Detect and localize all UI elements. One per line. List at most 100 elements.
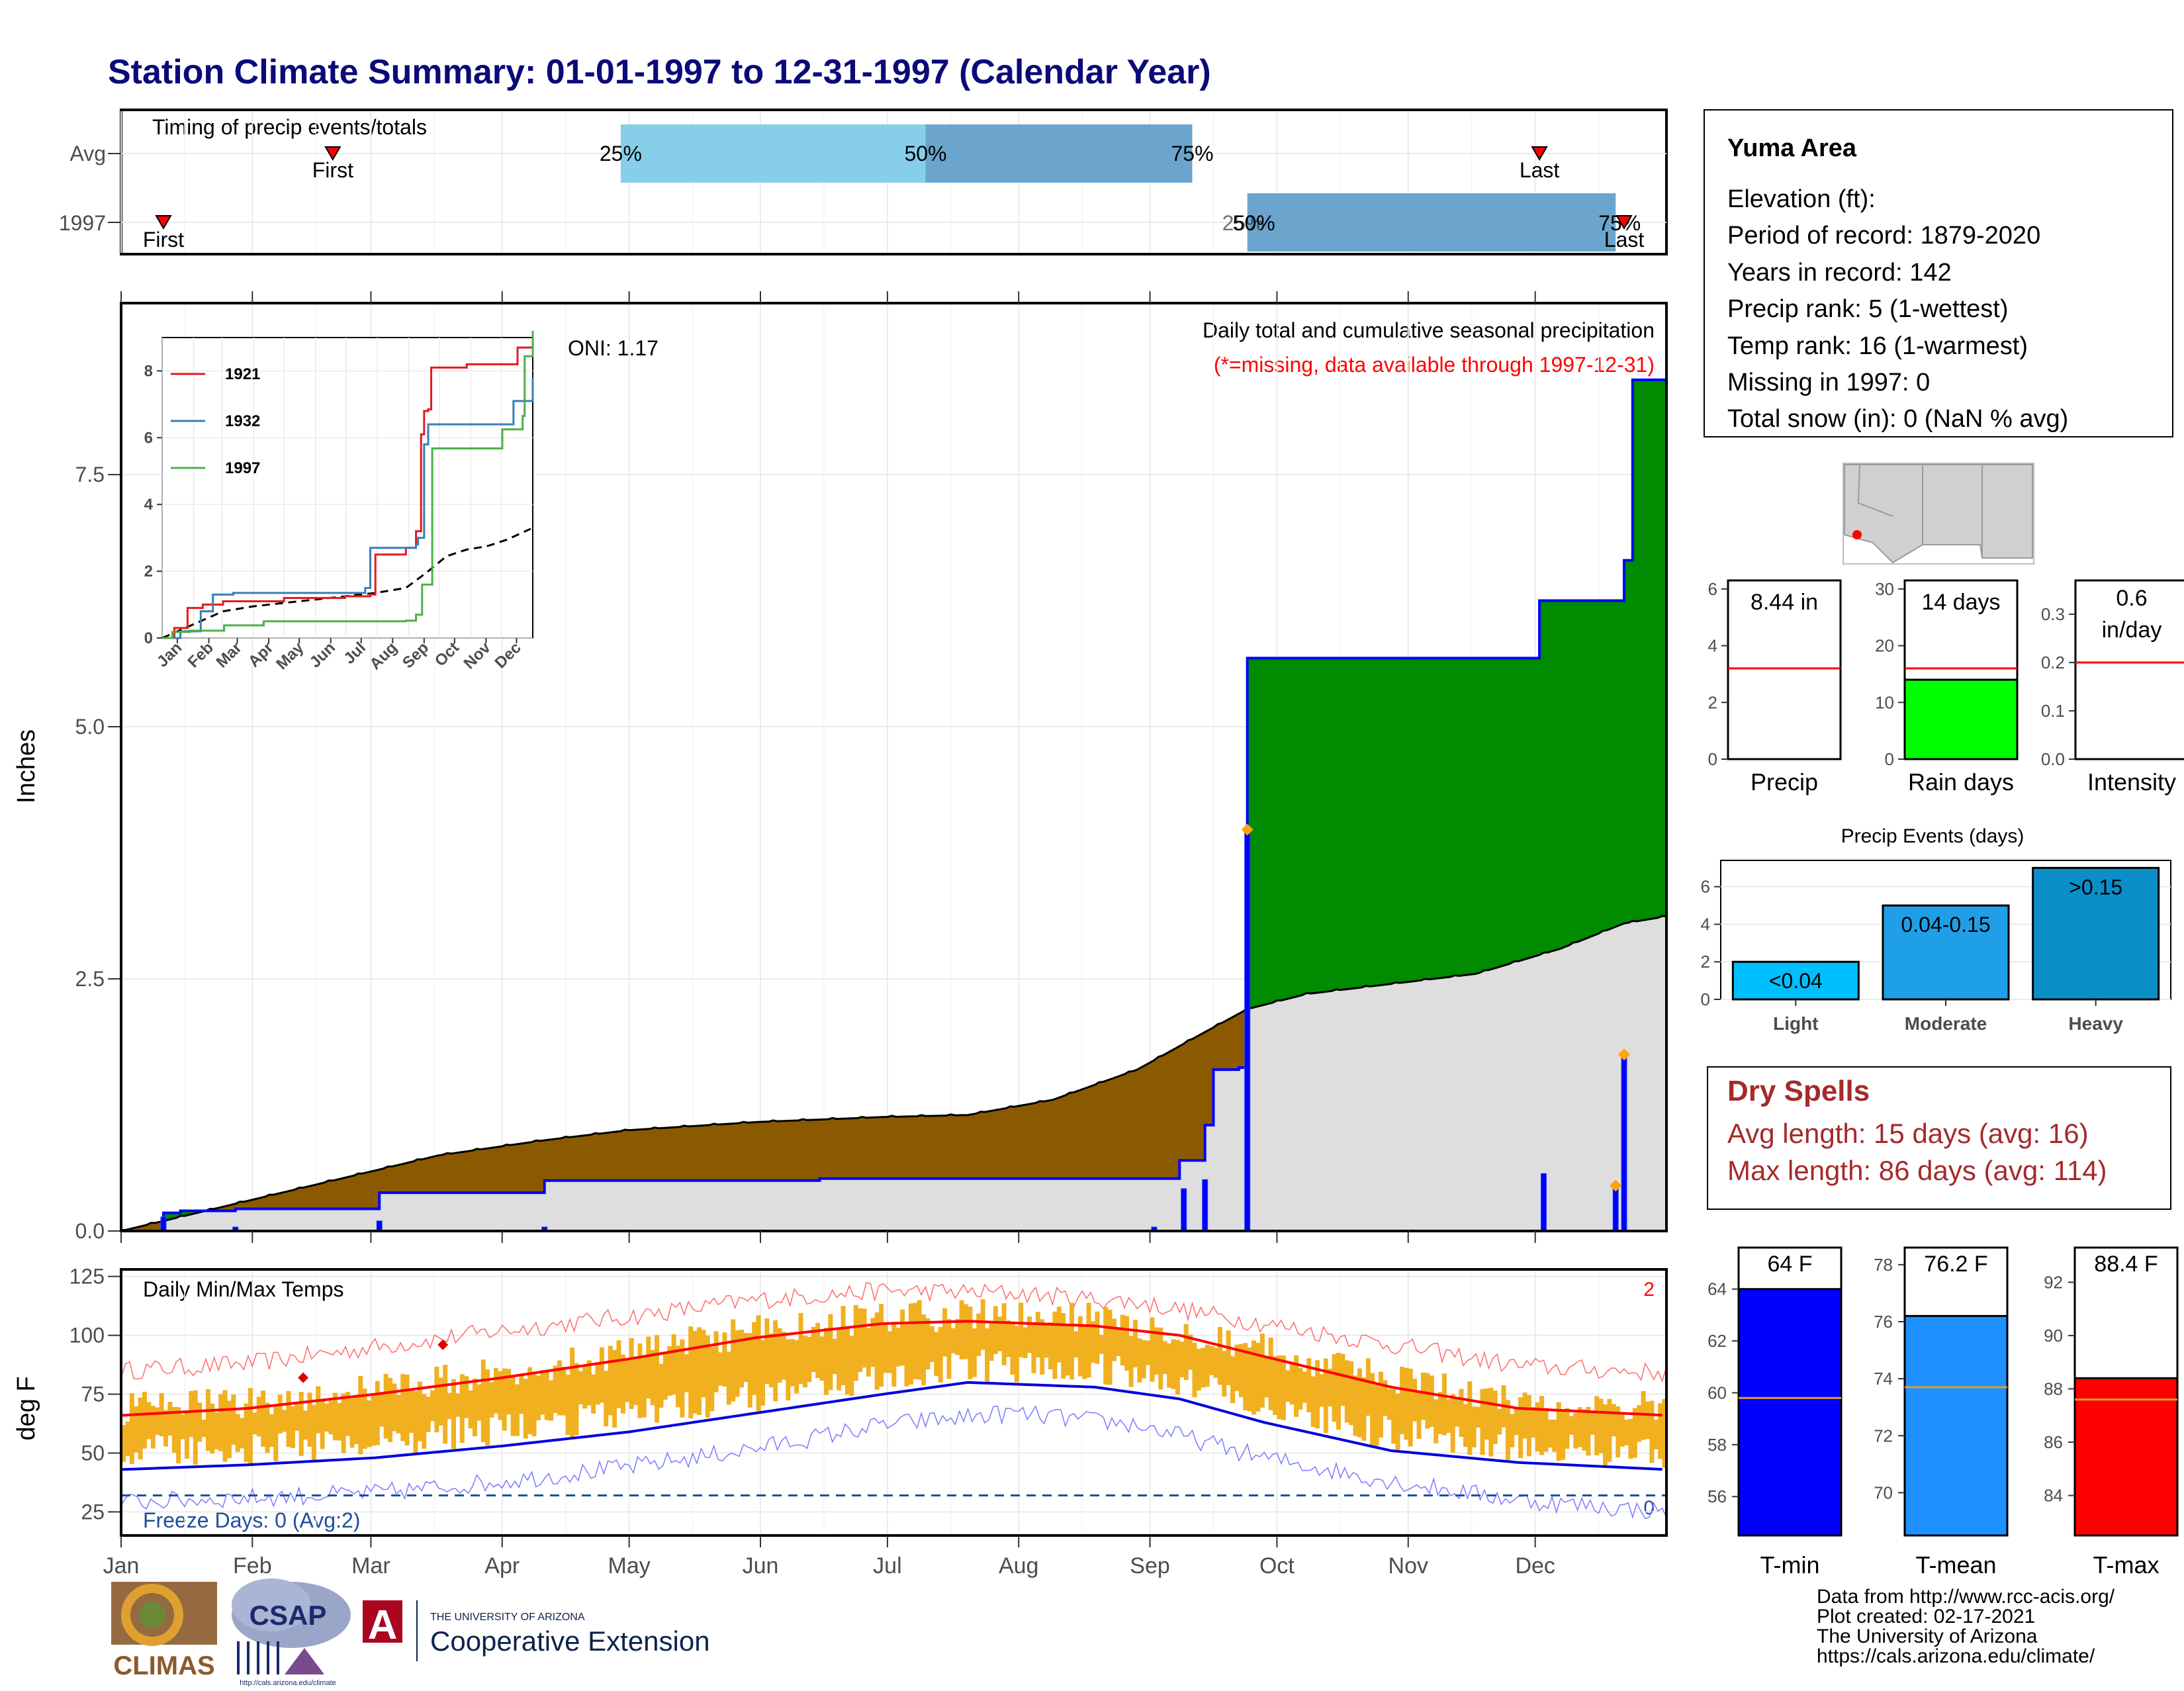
daily-temp-bar: [819, 1336, 825, 1381]
daily-temp-bar: [472, 1379, 477, 1437]
record-min-line: [120, 1405, 1667, 1520]
daily-temp-bar: [1019, 1303, 1024, 1357]
daily-temp-bar: [1048, 1322, 1053, 1369]
events-ytick-label: 2: [1701, 952, 1710, 972]
daily-temp-bar: [328, 1400, 334, 1435]
daily-temp-bar: [1510, 1414, 1515, 1447]
tempbar-ytick-label: 56: [1707, 1486, 1727, 1506]
credit-line: The University of Arizona: [1817, 1625, 2038, 1647]
daily-temp-bar: [1065, 1324, 1070, 1376]
credit-line: https://cals.arizona.edu/climate/: [1817, 1645, 2095, 1667]
inset-ytick-label: 0: [144, 629, 153, 647]
daily-temp-bar: [752, 1322, 757, 1395]
daily-temp-bar: [1628, 1418, 1633, 1459]
daily-temp-bar: [599, 1347, 604, 1403]
daily-temp-bar: [794, 1340, 799, 1394]
daily-temp-bar: [565, 1374, 570, 1436]
daily-temp-bar: [226, 1400, 232, 1459]
daily-temp-bar: [201, 1419, 206, 1438]
precip-surplus-area: [163, 379, 1666, 1221]
month-label: Aug: [999, 1553, 1039, 1578]
daily-temp-bar: [1370, 1373, 1375, 1445]
daily-temp-bar: [1573, 1412, 1578, 1449]
daily-temp-bar: [553, 1365, 558, 1414]
daily-temp-bar: [1395, 1393, 1400, 1450]
y1997-last-marker: [1615, 215, 1633, 230]
daily-temp-bar: [1306, 1358, 1312, 1412]
daily-temp-bar: [1010, 1322, 1015, 1375]
daily-temp-bar: [701, 1330, 706, 1398]
avg-25-50-bar: [620, 124, 926, 183]
daily-temp-bar: [1111, 1318, 1116, 1361]
daily-temp-bar: [1162, 1341, 1167, 1375]
events-ytick-label: 6: [1701, 877, 1710, 897]
daily-temp-bar: [176, 1407, 181, 1464]
daily-temp-bar: [375, 1381, 380, 1445]
daily-temp-bar: [1357, 1368, 1362, 1438]
daily-temp-bar: [396, 1394, 401, 1434]
daily-temp-bar: [844, 1326, 850, 1395]
inset-xtick-label: Nov: [461, 639, 495, 673]
minibar-rain-days: [1903, 678, 2019, 760]
daily-temp-bar: [1302, 1371, 1307, 1403]
daily-temp-bar: [544, 1370, 549, 1420]
daily-temp-bar: [1082, 1324, 1087, 1379]
daily-temp-bar: [1044, 1325, 1049, 1358]
daily-temp-bar: [964, 1304, 969, 1359]
daily-temp-bar: [659, 1363, 664, 1408]
daily-temp-bar: [1577, 1407, 1582, 1447]
daily-temp-bar: [1624, 1420, 1629, 1445]
daily-temp-bar: [371, 1393, 376, 1446]
daily-temp-bar: [256, 1396, 261, 1437]
freeze-count: 0: [1643, 1497, 1655, 1519]
daily-temp-bar: [1556, 1402, 1561, 1461]
tempbar-value: 88.4 F: [2094, 1252, 2158, 1277]
daily-temp-bar: [1281, 1355, 1286, 1420]
daily-temp-bar: [307, 1393, 312, 1447]
daily-temp-bar: [451, 1379, 456, 1449]
daily-temp-bar: [1332, 1354, 1337, 1422]
daily-temp-bar: [570, 1348, 575, 1438]
daily-temp-bar: [900, 1309, 905, 1366]
y1997-50-75-bar: [1247, 193, 1616, 251]
daily-temp-bar: [557, 1360, 562, 1416]
daily-temp-bar: [849, 1336, 854, 1396]
daily-temp-bar: [921, 1314, 927, 1386]
daily-temp-bar: [1001, 1303, 1007, 1365]
daily-temp-bar: [1399, 1366, 1404, 1434]
ua-logo: A THE UNIVERSITY OF ARIZONA Cooperative …: [363, 1600, 710, 1661]
events-bar-label: 0.04-0.15: [1901, 913, 1990, 937]
missing-note: (*=missing, data available through 1997-…: [1214, 353, 1655, 377]
daily-temp-bar: [1107, 1309, 1113, 1385]
tempbar-ytick-label: 58: [1707, 1435, 1727, 1455]
daily-temp-bar: [731, 1319, 736, 1402]
daily-temp-bar: [1031, 1324, 1036, 1373]
daily-temp-bar: [1446, 1398, 1451, 1434]
daily-temp-bar: [1391, 1389, 1396, 1444]
daily-temp-bar: [1056, 1306, 1062, 1363]
timing-row-avg: Avg: [69, 142, 106, 165]
daily-temp-bar: [929, 1326, 934, 1362]
daily-temp-bar: [756, 1315, 761, 1411]
tempbar-ytick-label: 76: [1874, 1312, 1893, 1332]
daily-temp-bar: [1492, 1391, 1498, 1444]
daily-temp-bar: [1027, 1316, 1032, 1353]
daily-temp-bar: [1476, 1406, 1481, 1428]
daily-temp-bar: [540, 1370, 545, 1415]
daily-temp-bar: [367, 1400, 372, 1447]
daily-temp-bar: [1565, 1408, 1570, 1449]
daily-precip-bar: [1244, 829, 1251, 1232]
credits: Data from http://www.rcc-acis.org/ Plot …: [1817, 1586, 2115, 1667]
events-ytick-label: 4: [1701, 914, 1710, 934]
daily-temp-bar: [290, 1406, 295, 1448]
daily-precip-bar: [1540, 1173, 1547, 1232]
daily-temp-bar: [455, 1393, 461, 1417]
hot-count: 2: [1643, 1279, 1655, 1301]
daily-temp-bar: [1040, 1319, 1045, 1375]
inset-ytick-label: 8: [144, 362, 153, 380]
minibar-ytick-label: 0: [1708, 749, 1717, 769]
daily-temp-bar: [218, 1394, 224, 1451]
minibar-ytick-label: 0.0: [2041, 749, 2065, 769]
